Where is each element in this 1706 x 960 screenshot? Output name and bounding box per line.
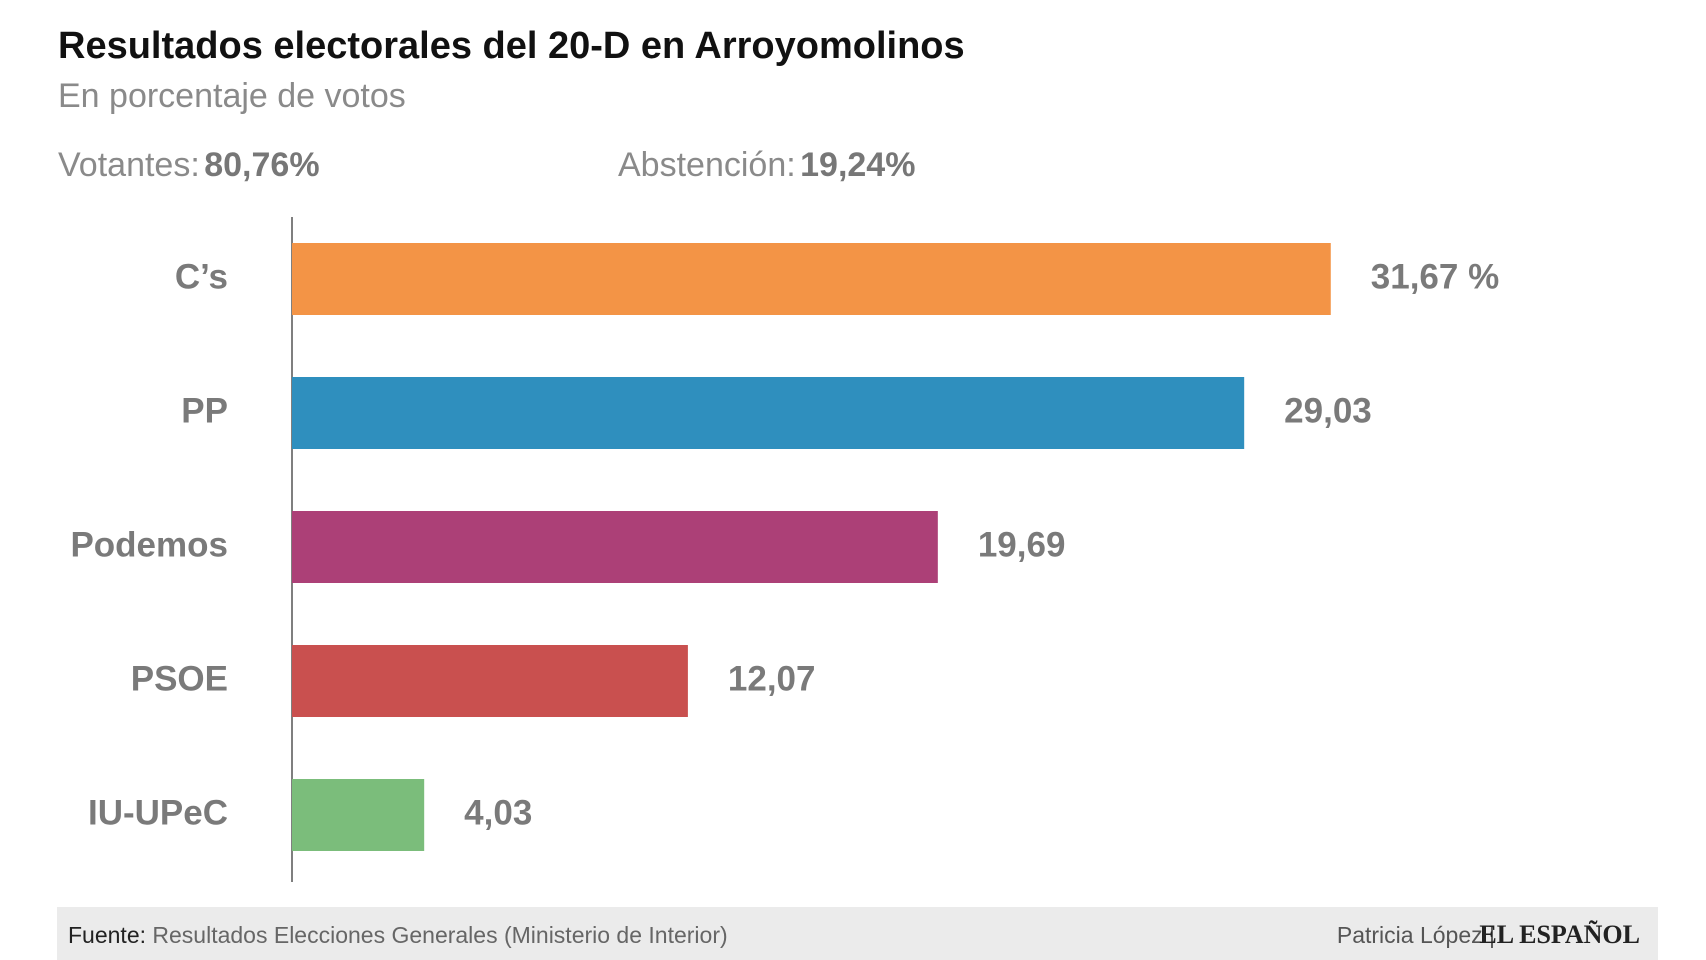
stat-value: 19,24%	[800, 146, 915, 184]
brand: EL ESPAÑOL	[1479, 920, 1640, 949]
value-label: 31,67 %	[1371, 257, 1499, 296]
bar	[292, 377, 1245, 449]
bar	[292, 511, 938, 583]
category-label: C’s	[175, 257, 228, 296]
category-label: Podemos	[70, 525, 228, 564]
stat-label: Abstención:	[618, 146, 796, 184]
category-label: PSOE	[131, 659, 228, 698]
footer-source: Fuente: Resultados Elecciones Generales …	[68, 922, 728, 948]
chart-title: Resultados electorales del 20-D en Arroy…	[58, 25, 965, 67]
stat-value: 80,76%	[204, 146, 319, 184]
value-label: 19,69	[978, 525, 1066, 564]
stat-label: Votantes:	[58, 146, 200, 184]
bar	[292, 645, 688, 717]
value-label: 29,03	[1284, 391, 1372, 430]
stat-abstention: Abstención: 19,24%	[618, 146, 915, 184]
footer-band	[57, 907, 1658, 960]
category-label: PP	[181, 391, 228, 430]
author: Patricia López |	[1337, 922, 1495, 948]
value-label: 4,03	[464, 793, 532, 832]
value-label: 12,07	[728, 659, 816, 698]
bar	[292, 243, 1331, 315]
source-text: Resultados Elecciones Generales (Ministe…	[152, 922, 727, 948]
source-label: Fuente:	[68, 922, 146, 948]
category-label: IU-UPeC	[88, 793, 228, 832]
stat-voters: Votantes: 80,76%	[58, 146, 320, 184]
chart-subtitle: En porcentaje de votos	[58, 77, 406, 115]
bar	[292, 779, 425, 851]
